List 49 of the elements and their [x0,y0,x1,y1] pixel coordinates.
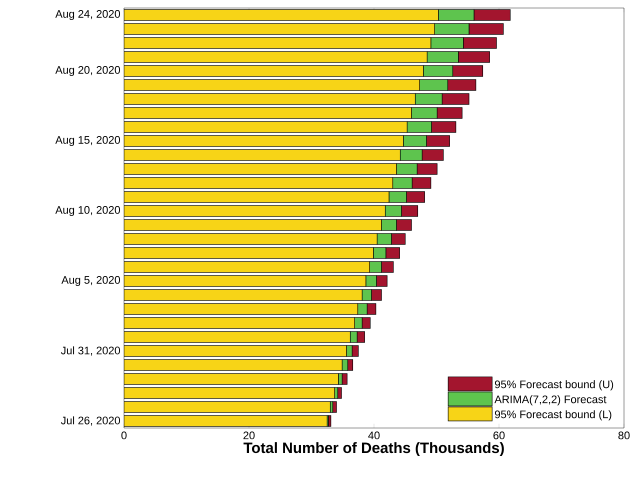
bar [337,387,342,399]
bar [124,233,378,245]
x-tick-label: 80 [618,432,630,440]
y-tick-label: Aug 24, 2020 [55,10,120,20]
bar [124,401,331,413]
y-tick-label: Aug 20, 2020 [55,66,120,76]
y-tick-label: Aug 5, 2020 [61,276,120,286]
bar [124,177,394,189]
bar [124,65,424,77]
legend-label: 95% Forecast bound (L) [494,410,612,420]
bar [124,79,420,91]
legend-label: 95% Forecast bound (U) [494,380,614,390]
x-axis-title: Total Number of Deaths (Thousands) [244,442,504,456]
bar [124,317,355,329]
bar [124,93,416,105]
x-tick-label: 60 [493,432,505,440]
bar [124,23,435,35]
bar [332,401,337,413]
bar [124,10,438,20]
y-tick-label: Jul 26, 2020 [60,416,120,426]
bar [124,51,428,63]
bar [124,121,408,133]
y-tick-label: Aug 15, 2020 [55,136,120,146]
x-tick-label: 40 [368,432,380,440]
bar [124,415,328,427]
bar [124,261,370,273]
x-tick-label: 0 [121,432,127,440]
bar [124,303,358,315]
bar [124,219,382,231]
bar [124,387,335,399]
bar [342,373,348,385]
bar [124,205,386,217]
x-tick-label: 20 [243,432,255,440]
bar [124,37,432,49]
bar [124,247,374,259]
bar [124,359,342,371]
bar [124,289,362,301]
bar [124,149,401,161]
bar [124,373,339,385]
bar [124,107,412,119]
bar [124,135,404,147]
legend-label: ARIMA(7,2,2) Forecast [494,395,606,406]
bar [124,163,397,175]
bar [124,345,347,357]
y-tick-label: Jul 31, 2020 [60,346,120,356]
y-tick-label: Aug 10, 2020 [55,206,120,216]
bar [124,331,351,343]
bar [124,191,390,203]
bar [124,275,366,287]
